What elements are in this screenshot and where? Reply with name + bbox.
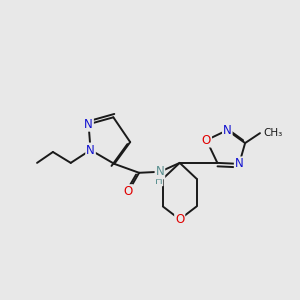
Text: N: N xyxy=(235,158,244,170)
Text: N: N xyxy=(84,118,93,131)
Text: O: O xyxy=(124,185,133,198)
Text: CH₃: CH₃ xyxy=(263,128,282,138)
Text: O: O xyxy=(202,134,211,147)
Text: N: N xyxy=(86,143,95,157)
Text: N: N xyxy=(223,124,232,137)
Text: N: N xyxy=(155,165,164,178)
Text: H: H xyxy=(155,176,163,186)
Text: O: O xyxy=(175,213,184,226)
